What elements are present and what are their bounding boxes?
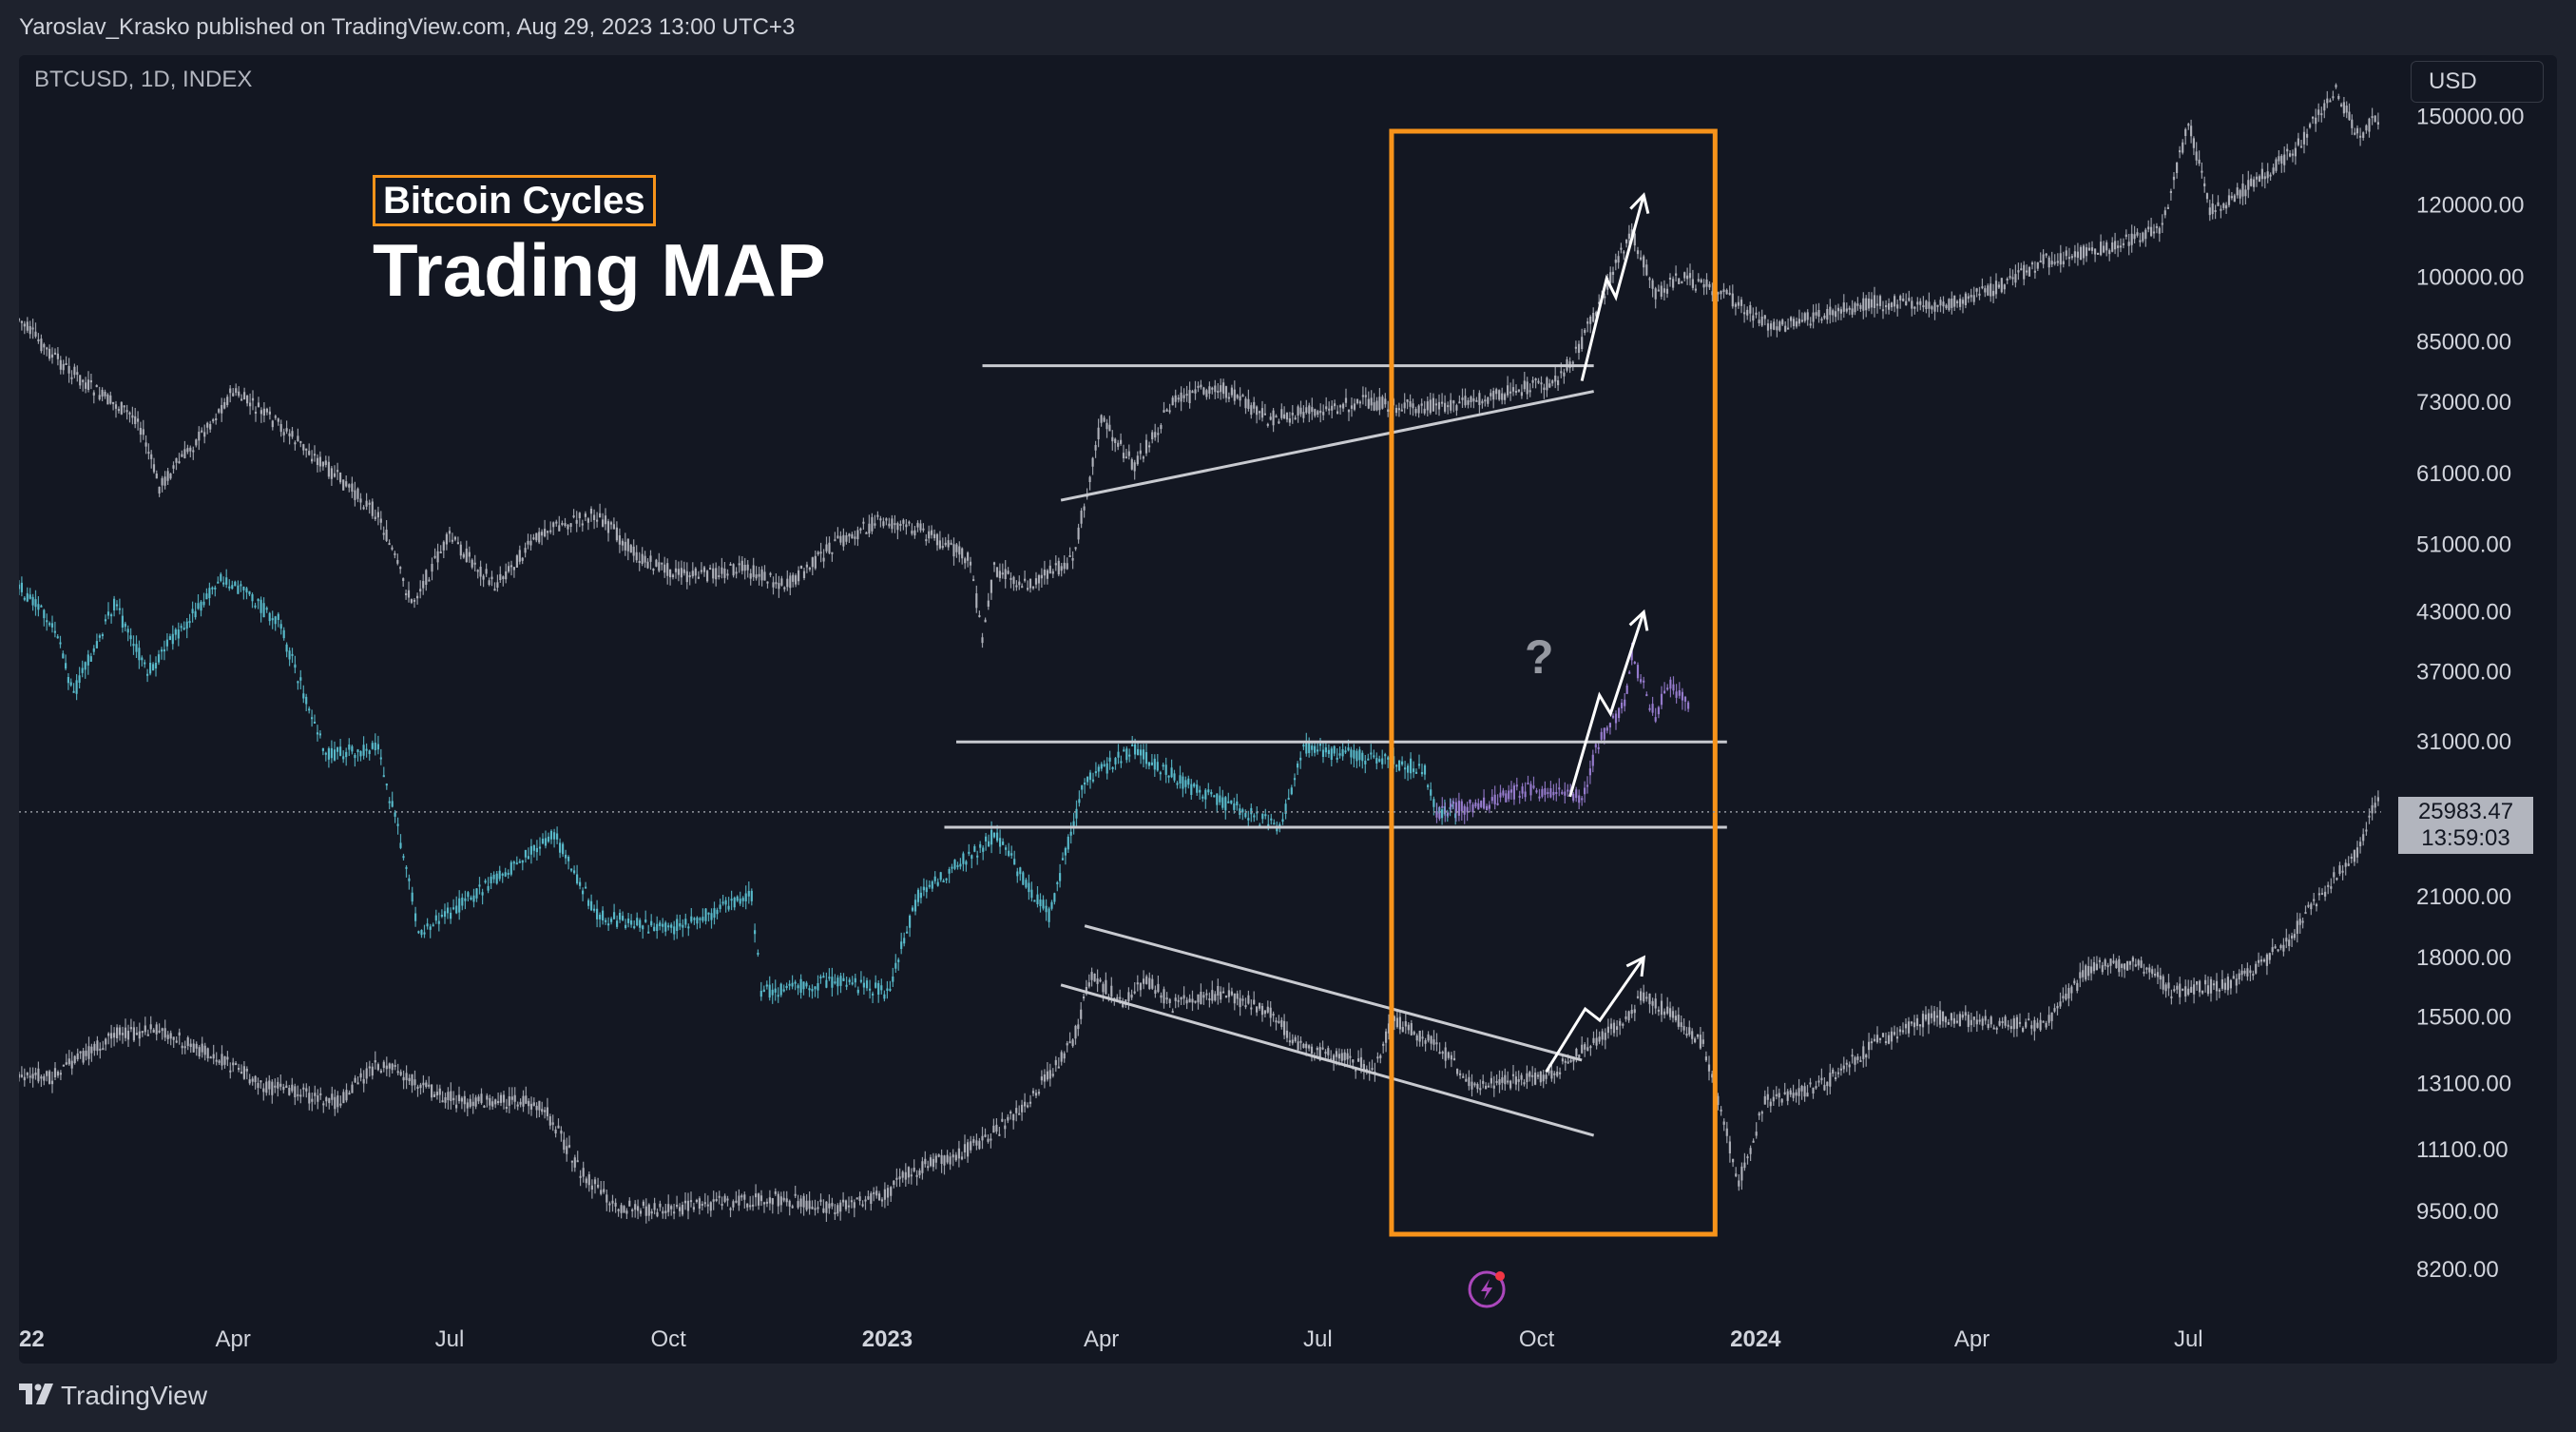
y-tick-label: 18000.00 [2416,945,2511,971]
series-bodies [19,573,1457,999]
trendline-channel_top [1084,924,1583,1062]
x-tick-label: Apr [216,1326,251,1352]
footer-bar: TradingView [0,1364,2576,1432]
y-tick-label: 43000.00 [2416,600,2511,626]
last-price-value: 25983.47 [2417,799,2514,824]
series-wicks [1435,642,1689,824]
y-tick-label: 9500.00 [2416,1199,2499,1225]
x-tick-label: Oct [1519,1326,1555,1352]
series-3 [19,790,2379,1224]
currency-selector[interactable]: USD [2411,61,2544,103]
y-tick-label: 100000.00 [2416,265,2524,291]
published-by-text: Yaroslav_Krasko published on TradingView… [19,14,796,40]
trendline-support [1060,390,1594,502]
y-tick-label: 120000.00 [2416,192,2524,218]
y-tick-label: 73000.00 [2416,390,2511,416]
x-tick-label: Apr [1954,1326,1990,1352]
chart-pane[interactable]: 150000.00 120000.00 100000.00 85000.00 73000… [19,55,2557,1364]
y-tick-label: 21000.00 [2416,884,2511,910]
publish-header: Yaroslav_Krasko published on TradingView… [0,0,2576,55]
y-tick-label: 51000.00 [2416,532,2511,557]
y-tick-label: 15500.00 [2416,1004,2511,1030]
x-tick-label: Jul [1303,1326,1333,1352]
lightning-event-icon-dot [1495,1271,1506,1281]
series-wicks [19,790,2379,1224]
x-tick-label: Oct [651,1326,687,1352]
price-chart[interactable]: 150000.00 120000.00 100000.00 85000.00 73000… [19,55,2557,1364]
lightning-event-icon [1468,1270,1506,1308]
lightning-event-icon-ring [1468,1270,1506,1308]
trendline-channel_bottom [1060,983,1595,1137]
brand-name: TradingView [61,1381,208,1410]
x-tick-label: Jul [2174,1326,2203,1352]
series-bodies [1435,650,1690,820]
y-tick-label: 31000.00 [2416,729,2511,755]
y-tick-label: 13100.00 [2416,1072,2511,1097]
y-tick-label: 37000.00 [2416,659,2511,685]
lightning-event-icon-bolt [1481,1279,1493,1300]
bar-countdown: 13:59:03 [2421,825,2510,851]
projection-arrowhead [1628,609,1649,631]
x-tick-label: Jul [435,1326,465,1352]
trading-map-title: Trading MAP [373,228,826,312]
tradingview-brand[interactable]: TradingView [19,1381,207,1411]
series-1 [19,569,1457,1004]
projection-arrowhead [1625,955,1646,977]
projection-arrow [1545,957,1645,1073]
series-0 [19,83,2379,648]
x-tick-label: 2022 [19,1326,45,1352]
symbol-legend[interactable]: BTCUSD, 1D, INDEX [34,67,253,92]
projection-arrow [1568,611,1645,798]
tradingview-logo-icon [19,1381,53,1411]
highlight-window-box [1389,128,1718,1237]
last-price-tag: 25983.47 13:59:03 [2398,797,2533,854]
x-tick-label: 2023 [862,1326,913,1352]
series-2 [1435,642,1690,824]
projection-arrow [1580,194,1645,381]
series-wicks [19,569,1456,1004]
y-tick-label: 61000.00 [2416,461,2511,487]
y-tick-label: 85000.00 [2416,329,2511,355]
bitcoin-cycles-badge: Bitcoin Cycles [373,175,656,226]
y-tick-label: 11100.00 [2416,1137,2509,1163]
series-bodies [19,85,2379,644]
projection-arrowhead [1629,192,1650,214]
y-tick-label: 150000.00 [2416,104,2524,129]
x-tick-label: Apr [1084,1326,1119,1352]
question-mark-annotation: ? [1525,630,1554,684]
y-tick-label: 8200.00 [2416,1257,2499,1283]
x-tick-label: 2024 [1730,1326,1781,1352]
series-bodies [19,797,2379,1217]
